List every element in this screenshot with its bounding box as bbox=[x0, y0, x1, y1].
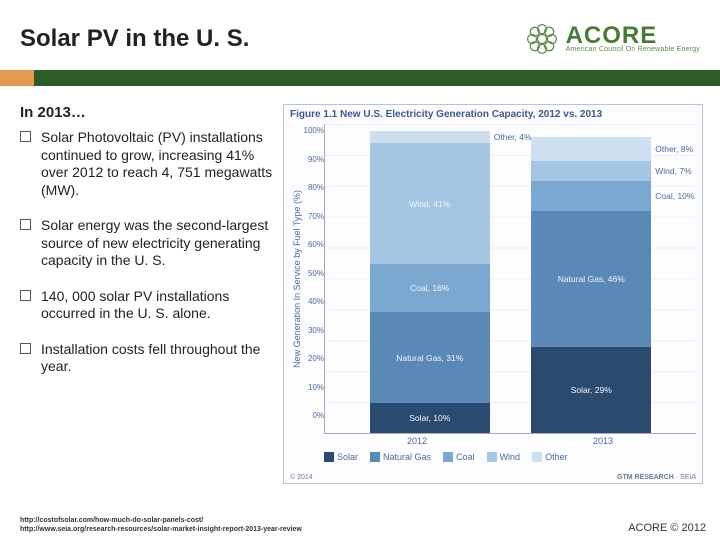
chart-copyright: © 2014 bbox=[290, 474, 313, 481]
copyright: ACORE © 2012 bbox=[628, 522, 706, 534]
checkbox-icon bbox=[20, 219, 31, 230]
segment-label: Natural Gas, 46% bbox=[558, 274, 625, 284]
segment-label: Coal, 16% bbox=[410, 283, 449, 293]
bar-2012: Other, 4% Wind, 41% Coal, 16% Natural Gas, … bbox=[370, 131, 490, 433]
logo: ACORE American Council On Renewable Ener… bbox=[524, 21, 700, 57]
intro-text: In 2013… bbox=[20, 104, 275, 121]
segment-label: Other, 4% bbox=[490, 132, 532, 142]
acore-flower-icon bbox=[524, 21, 560, 57]
legend-item: Coal bbox=[443, 452, 475, 462]
header: Solar PV in the U. S. ACORE American Cou… bbox=[0, 0, 720, 70]
source-links: http://costofsolar.com/how-much-do-solar… bbox=[20, 517, 302, 534]
checkbox-icon bbox=[20, 131, 31, 142]
plot-area: Other, 4% Wind, 41% Coal, 16% Natural Gas, … bbox=[324, 124, 696, 434]
chart-title: Figure 1.1 New U.S. Electricity Generati… bbox=[290, 109, 696, 120]
segment-natgas: Natural Gas, 31% bbox=[370, 312, 490, 404]
list-item: Installation costs fell throughout the y… bbox=[20, 341, 275, 376]
checkbox-icon bbox=[20, 343, 31, 354]
segment-other: Other, 8% bbox=[531, 137, 651, 161]
list-item: 140, 000 solar PV installations occurred… bbox=[20, 288, 275, 323]
bullet-list: Solar Photovoltaic (PV) installations co… bbox=[20, 129, 275, 376]
bullet-text: Installation costs fell throughout the y… bbox=[41, 341, 275, 376]
y-ticks: 100%90%80%70%60%50%40%30%20%10%0% bbox=[302, 124, 324, 434]
segment-solar: Solar, 29% bbox=[531, 347, 651, 433]
segment-natgas: Natural Gas, 46% bbox=[531, 211, 651, 347]
bullet-text: Solar Photovoltaic (PV) installations co… bbox=[41, 129, 275, 199]
segment-other: Other, 4% bbox=[370, 131, 490, 143]
page-footer: http://costofsolar.com/how-much-do-solar… bbox=[20, 517, 706, 534]
accent-bar bbox=[0, 70, 720, 86]
bullet-text: Solar energy was the second-largest sour… bbox=[41, 217, 275, 270]
segment-label: Wind, 41% bbox=[409, 199, 450, 209]
legend-label: Natural Gas bbox=[383, 452, 431, 462]
legend-item: Other bbox=[532, 452, 568, 462]
segment-coal: Coal, 16% bbox=[370, 264, 490, 311]
bullet-text: 140, 000 solar PV installations occurred… bbox=[41, 288, 275, 323]
legend-swatch bbox=[532, 452, 542, 462]
legend-label: Other bbox=[545, 452, 568, 462]
segment-label: Wind, 7% bbox=[651, 166, 691, 176]
page-title: Solar PV in the U. S. bbox=[20, 25, 249, 53]
chart-source: GTM RESEARCH · SEIA bbox=[617, 474, 696, 481]
legend-swatch bbox=[487, 452, 497, 462]
segment-solar: Solar, 10% bbox=[370, 403, 490, 433]
segment-label: Coal, 10% bbox=[651, 191, 694, 201]
segment-label: Solar, 10% bbox=[409, 413, 450, 423]
legend-item: Wind bbox=[487, 452, 521, 462]
legend-swatch bbox=[324, 452, 334, 462]
segment-wind: Wind, 7% bbox=[531, 161, 651, 182]
list-item: Solar energy was the second-largest sour… bbox=[20, 217, 275, 270]
chart-panel: Figure 1.1 New U.S. Electricity Generati… bbox=[283, 104, 703, 484]
y-axis-label: New Generation In Service by Fuel Type (… bbox=[290, 190, 302, 368]
segment-label: Other, 8% bbox=[651, 144, 693, 154]
chart-area: New Generation In Service by Fuel Type (… bbox=[290, 124, 696, 434]
legend-swatch bbox=[370, 452, 380, 462]
y-axis: New Generation In Service by Fuel Type (… bbox=[290, 124, 324, 434]
x-label: 2013 bbox=[543, 436, 663, 446]
legend-label: Solar bbox=[337, 452, 358, 462]
text-column: In 2013… Solar Photovoltaic (PV) install… bbox=[20, 104, 275, 484]
legend: Solar Natural Gas Coal Wind Other bbox=[324, 452, 696, 462]
bar-2013: Other, 8%Wind, 7%Coal, 10% Natural Gas, 4… bbox=[531, 137, 651, 433]
chart-footer: © 2014 GTM RESEARCH · SEIA bbox=[290, 474, 696, 481]
x-label: 2012 bbox=[357, 436, 477, 446]
segment-label: Natural Gas, 31% bbox=[396, 353, 463, 363]
logo-text: ACORE bbox=[566, 25, 700, 47]
segment-label: Solar, 29% bbox=[571, 385, 612, 395]
legend-item: Solar bbox=[324, 452, 358, 462]
segment-wind: Wind, 41% bbox=[370, 143, 490, 264]
legend-item: Natural Gas bbox=[370, 452, 431, 462]
segment-coal: Coal, 10% bbox=[531, 181, 651, 211]
legend-swatch bbox=[443, 452, 453, 462]
checkbox-icon bbox=[20, 290, 31, 301]
source-link: http://www.seia.org/research-resources/s… bbox=[20, 526, 302, 534]
list-item: Solar Photovoltaic (PV) installations co… bbox=[20, 129, 275, 199]
legend-label: Coal bbox=[456, 452, 475, 462]
logo-subtext: American Council On Renewable Energy bbox=[566, 46, 700, 53]
x-labels: 2012 2013 bbox=[324, 436, 696, 446]
legend-label: Wind bbox=[500, 452, 521, 462]
content: In 2013… Solar Photovoltaic (PV) install… bbox=[0, 86, 720, 484]
source-link: http://costofsolar.com/how-much-do-solar… bbox=[20, 517, 302, 525]
